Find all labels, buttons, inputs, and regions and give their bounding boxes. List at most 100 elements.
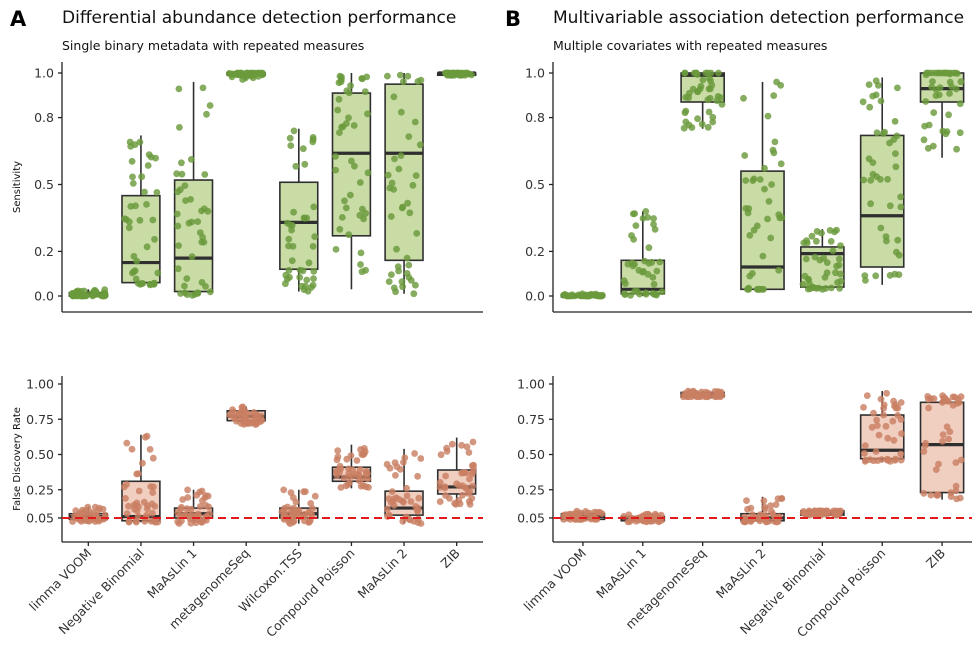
data-point (135, 487, 143, 495)
data-point (129, 269, 136, 277)
data-point (939, 127, 947, 135)
data-point (756, 176, 764, 183)
data-point (890, 136, 898, 144)
data-point (334, 447, 342, 455)
data-point (282, 280, 289, 288)
data-point (650, 280, 658, 288)
data-point (694, 115, 701, 123)
data-point (357, 482, 365, 490)
data-point (894, 404, 902, 412)
data-point (257, 69, 264, 77)
data-point (134, 470, 142, 477)
data-point (364, 470, 371, 477)
data-point (894, 84, 901, 92)
data-point (883, 389, 890, 397)
data-point (457, 71, 465, 79)
data-point (874, 82, 882, 89)
data-point (121, 215, 129, 223)
y-tick-label: 0.50 (26, 447, 54, 462)
data-point (285, 235, 293, 243)
box-zib (436, 69, 477, 79)
data-point (744, 505, 751, 513)
data-point (248, 419, 255, 427)
data-point (146, 446, 154, 453)
box-metagenomeseq (226, 403, 266, 428)
box-limma-voom (560, 507, 606, 523)
data-point (290, 517, 298, 525)
data-point (196, 488, 204, 496)
data-point (921, 122, 929, 130)
y-tick-label: 0.25 (26, 482, 54, 497)
data-point (924, 69, 932, 77)
data-point (347, 82, 354, 90)
data-point (178, 170, 186, 178)
data-point (877, 395, 885, 403)
data-point (873, 173, 880, 181)
data-point (877, 224, 885, 232)
box-maaslin-1 (173, 81, 214, 299)
data-point (404, 199, 411, 207)
data-point (897, 416, 905, 423)
data-point (932, 466, 940, 473)
data-point (395, 165, 403, 173)
data-point (177, 505, 185, 513)
data-point (944, 397, 951, 405)
data-point (123, 439, 131, 447)
data-point (921, 442, 929, 449)
data-point (92, 290, 100, 297)
data-point (227, 70, 235, 78)
data-point (935, 69, 943, 77)
data-point (767, 502, 774, 510)
data-point (288, 257, 296, 265)
data-point (147, 483, 155, 490)
data-point (946, 90, 953, 97)
data-point (287, 142, 295, 150)
box-maaslin-2 (740, 495, 786, 526)
data-point (459, 492, 466, 499)
data-point (407, 498, 415, 505)
data-point (469, 438, 477, 446)
data-point (694, 393, 702, 401)
data-point (280, 515, 288, 523)
y-tick-label: 0.0 (34, 289, 54, 304)
data-point (123, 510, 131, 518)
data-point (680, 393, 687, 401)
data-point (345, 114, 352, 122)
data-point (642, 290, 650, 298)
data-point (305, 259, 313, 267)
box-maaslin-2 (384, 71, 425, 298)
data-point (897, 456, 905, 464)
data-point (879, 130, 887, 137)
data-point (953, 145, 960, 153)
data-point (813, 237, 820, 245)
data-point (892, 455, 899, 463)
data-point (761, 185, 768, 193)
data-point (206, 102, 214, 109)
data-point (468, 494, 476, 502)
data-point (188, 253, 196, 260)
data-point (131, 141, 139, 149)
data-point (384, 505, 391, 513)
data-point (776, 214, 784, 222)
data-point (290, 504, 297, 512)
y-tick-label: 1.00 (26, 377, 54, 392)
data-point (122, 495, 129, 502)
box-zib (919, 69, 965, 158)
data-point (760, 285, 767, 293)
data-point (939, 431, 947, 439)
data-point (799, 280, 807, 288)
data-point (868, 423, 876, 431)
y-tick-label: 0.75 (517, 412, 545, 427)
data-point (705, 108, 713, 116)
plot-a-sensitivity: 0.0 0.2 0.5 0.8 1.0 Sensitivity (12, 62, 483, 313)
data-point (132, 502, 140, 509)
data-point (817, 511, 825, 519)
data-point (801, 510, 809, 518)
data-point (693, 69, 700, 77)
data-point (952, 85, 960, 93)
data-point (410, 290, 418, 298)
data-point (764, 112, 772, 120)
data-point (358, 450, 366, 458)
data-point (151, 502, 159, 510)
box-maaslin-1 (173, 486, 214, 527)
